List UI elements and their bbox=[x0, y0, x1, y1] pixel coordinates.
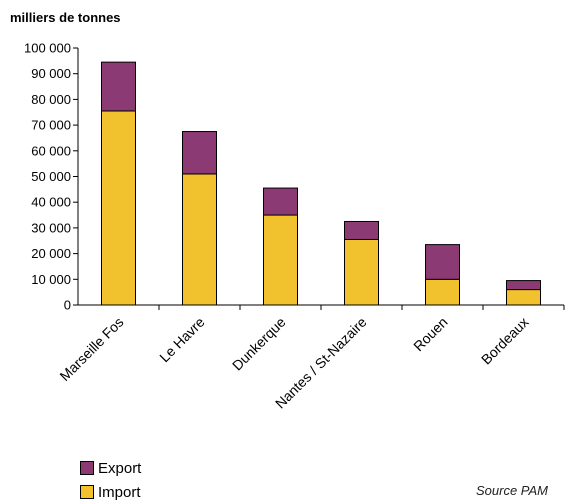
x-tick-label: Le Havre bbox=[156, 314, 208, 366]
y-tick-label: 50 000 bbox=[31, 169, 71, 184]
bar-import bbox=[344, 238, 379, 306]
legend-item-import: Import bbox=[80, 480, 141, 504]
bar-export bbox=[425, 244, 460, 280]
x-tick-label: Dunkerque bbox=[229, 314, 289, 374]
bar-export bbox=[263, 187, 298, 216]
bar-export bbox=[182, 131, 217, 175]
legend-swatch-import bbox=[80, 485, 94, 499]
legend: Export Import bbox=[80, 456, 141, 504]
y-tick-label: 20 000 bbox=[31, 246, 71, 261]
y-tick-label: 0 bbox=[64, 298, 71, 313]
y-tick-label: 70 000 bbox=[31, 118, 71, 133]
y-tick-label: 100 000 bbox=[24, 41, 71, 56]
x-tick-label: Bordeaux bbox=[478, 314, 532, 368]
source-note: Source PAM bbox=[475, 483, 548, 498]
legend-item-export: Export bbox=[80, 456, 141, 480]
y-tick-label: 30 000 bbox=[31, 220, 71, 235]
unit-label: milliers de tonnes bbox=[10, 10, 121, 25]
y-tick-label: 80 000 bbox=[31, 92, 71, 107]
bar-export bbox=[344, 220, 379, 240]
legend-label-import: Import bbox=[98, 483, 141, 501]
x-tick-label: Rouen bbox=[410, 314, 450, 354]
y-tick-label: 90 000 bbox=[31, 66, 71, 81]
bar-import bbox=[425, 278, 460, 306]
bar-import bbox=[506, 289, 541, 306]
bar-import bbox=[182, 173, 217, 306]
y-tick-label: 10 000 bbox=[31, 272, 71, 287]
bar-import bbox=[263, 214, 298, 306]
y-tick-label: 60 000 bbox=[31, 143, 71, 158]
legend-label-export: Export bbox=[98, 459, 142, 477]
bar-export bbox=[101, 61, 136, 112]
x-tick-label: Marseille Fos bbox=[56, 314, 126, 384]
bar-import bbox=[101, 110, 136, 306]
bar-export bbox=[506, 280, 541, 291]
y-tick-label: 40 000 bbox=[31, 195, 71, 210]
legend-swatch-export bbox=[80, 461, 94, 475]
x-tick-label: Nantes / St-Nazaire bbox=[272, 314, 370, 412]
